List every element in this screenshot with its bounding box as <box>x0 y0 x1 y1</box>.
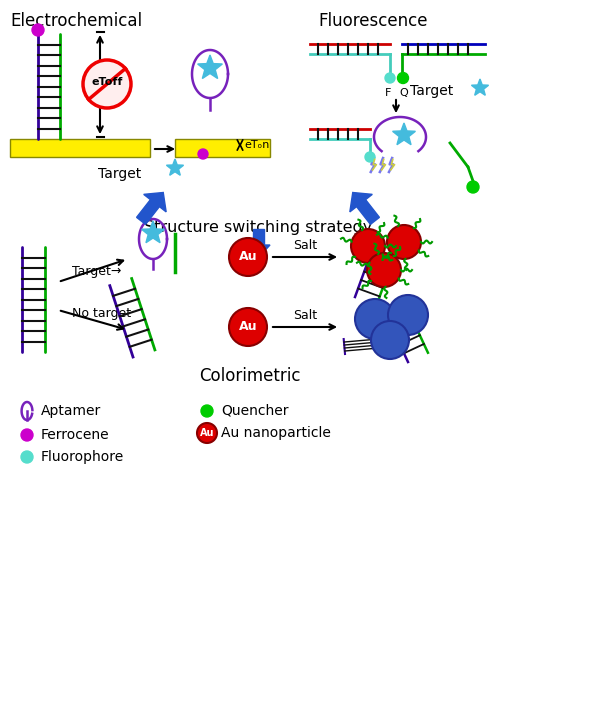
Text: Fluorescence: Fluorescence <box>318 12 427 30</box>
Text: Structure switching strategy: Structure switching strategy <box>144 220 372 235</box>
Text: Au: Au <box>239 251 257 264</box>
Polygon shape <box>143 193 166 212</box>
Circle shape <box>367 253 401 287</box>
Text: No target: No target <box>72 308 131 321</box>
Circle shape <box>32 24 44 36</box>
Circle shape <box>229 308 267 346</box>
Circle shape <box>197 423 217 443</box>
Circle shape <box>467 181 479 193</box>
Polygon shape <box>166 159 184 175</box>
Text: Salt: Salt <box>293 309 317 322</box>
Polygon shape <box>137 199 160 225</box>
Circle shape <box>201 405 213 417</box>
Circle shape <box>371 321 409 359</box>
Polygon shape <box>246 245 270 258</box>
Polygon shape <box>472 79 488 95</box>
Text: Electrochemical: Electrochemical <box>10 12 142 30</box>
Circle shape <box>21 451 33 463</box>
Polygon shape <box>253 229 263 245</box>
Circle shape <box>21 429 33 441</box>
Circle shape <box>229 238 267 276</box>
Text: Salt: Salt <box>293 239 317 252</box>
Polygon shape <box>142 221 164 243</box>
Circle shape <box>385 73 395 83</box>
Text: Q: Q <box>400 88 409 98</box>
Circle shape <box>387 225 421 259</box>
Circle shape <box>351 229 385 263</box>
Circle shape <box>83 60 131 108</box>
Circle shape <box>388 295 428 335</box>
Bar <box>175 139 270 157</box>
Polygon shape <box>197 55 223 79</box>
Polygon shape <box>392 123 415 144</box>
Text: Au: Au <box>239 321 257 334</box>
Text: Quencher: Quencher <box>221 404 289 418</box>
Polygon shape <box>356 199 379 225</box>
Circle shape <box>198 149 208 159</box>
Text: Colorimetric: Colorimetric <box>199 367 301 385</box>
Circle shape <box>398 72 409 84</box>
Text: Target→: Target→ <box>72 266 121 279</box>
Text: Au nanoparticle: Au nanoparticle <box>221 426 331 440</box>
Text: Target: Target <box>98 167 142 181</box>
Text: Ferrocene: Ferrocene <box>41 428 110 442</box>
Text: Fluorophore: Fluorophore <box>41 450 124 464</box>
Text: eTₒn: eTₒn <box>244 140 269 150</box>
Text: Aptamer: Aptamer <box>41 404 101 418</box>
Text: F: F <box>385 88 391 98</box>
Circle shape <box>365 152 375 162</box>
Text: Target: Target <box>410 84 453 98</box>
Circle shape <box>355 299 395 339</box>
Polygon shape <box>350 193 373 212</box>
Bar <box>10 139 150 157</box>
Text: eToff: eToff <box>91 77 122 87</box>
Text: Au: Au <box>200 428 214 438</box>
